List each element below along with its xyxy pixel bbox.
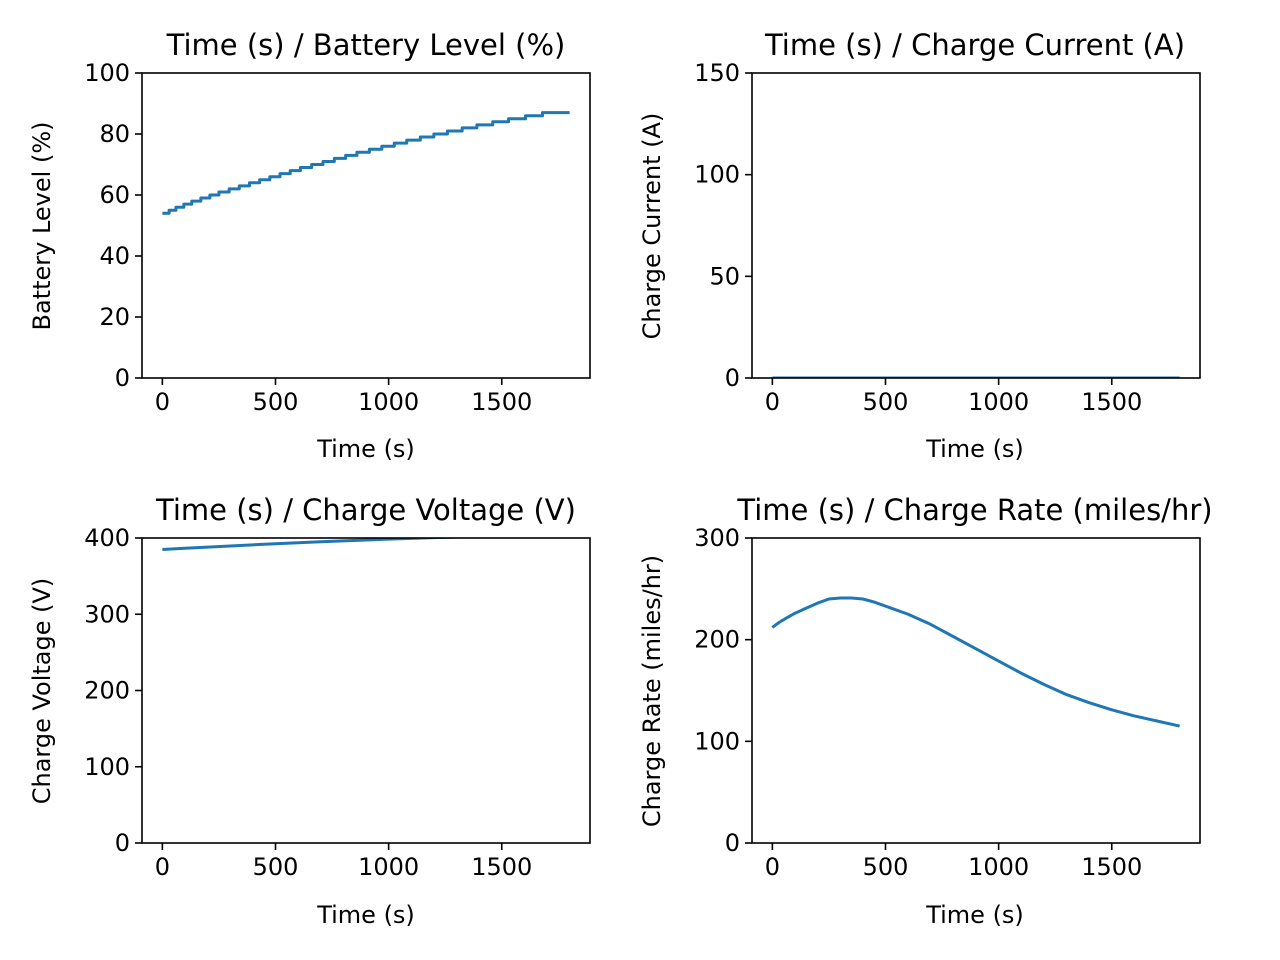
plot-frame: [141, 537, 591, 844]
y-tick-label: 300: [84, 600, 130, 628]
y-tick-label: 80: [99, 120, 130, 148]
x-tick-label: 1000: [358, 388, 419, 416]
chart-title: Time (s) / Charge Voltage (V): [155, 493, 576, 527]
y-axis-label: Charge Rate (miles/hr): [638, 555, 666, 827]
chart-battery-level: Time (s) / Battery Level (%) Time (s) Ba…: [28, 28, 591, 463]
y-tick-label: 100: [694, 727, 740, 755]
y-tick-label: 100: [84, 753, 130, 781]
x-axis-label: Time (s): [316, 435, 415, 463]
y-tick-label: 200: [694, 626, 740, 654]
plot-frame: [751, 72, 1201, 379]
y-tick-label: 400: [84, 524, 130, 552]
chart-charge-rate: Time (s) / Charge Rate (miles/hr) Time (…: [638, 493, 1213, 929]
x-tick-label: 1500: [1081, 853, 1142, 881]
x-tick-label: 1000: [358, 853, 419, 881]
y-tick-label: 50: [709, 262, 740, 290]
y-axis-label: Battery Level (%): [28, 122, 56, 331]
x-axis-label: Time (s): [925, 901, 1024, 929]
x-tick-label: 0: [765, 388, 780, 416]
x-tick-label: 1500: [471, 853, 532, 881]
y-tick-label: 0: [115, 364, 130, 392]
y-axis-label: Charge Current (A): [638, 113, 666, 340]
x-tick-label: 500: [863, 853, 909, 881]
chart-title: Time (s) / Charge Rate (miles/hr): [736, 493, 1212, 527]
y-tick-label: 200: [84, 677, 130, 705]
x-tick-label: 1500: [471, 388, 532, 416]
series-line: [162, 111, 570, 215]
y-tick-label: 20: [99, 303, 130, 331]
chart-title: Time (s) / Charge Current (A): [764, 28, 1185, 62]
x-tick-label: 500: [863, 388, 909, 416]
x-axis-label: Time (s): [925, 435, 1024, 463]
y-tick-label: 40: [99, 242, 130, 270]
y-tick-label: 0: [725, 364, 740, 392]
x-tick-label: 0: [155, 388, 170, 416]
y-tick-label: 60: [99, 181, 130, 209]
x-tick-label: 1000: [968, 388, 1029, 416]
y-tick-label: 100: [84, 59, 130, 87]
chart-title: Time (s) / Battery Level (%): [166, 28, 566, 62]
y-tick-label: 0: [725, 829, 740, 857]
x-tick-label: 0: [155, 853, 170, 881]
y-axis-label: Charge Voltage (V): [28, 578, 56, 805]
x-axis-label: Time (s): [316, 901, 415, 929]
chart-charge-voltage: Time (s) / Charge Voltage (V) Time (s) C…: [28, 493, 591, 929]
x-tick-label: 500: [253, 388, 299, 416]
x-tick-label: 0: [765, 853, 780, 881]
plot-frame: [751, 537, 1201, 844]
plot-frame: [141, 72, 591, 379]
x-tick-label: 500: [253, 853, 299, 881]
series-line: [162, 538, 479, 551]
y-tick-label: 100: [694, 161, 740, 189]
x-tick-label: 1500: [1081, 388, 1142, 416]
y-tick-label: 300: [694, 524, 740, 552]
x-tick-label: 1000: [968, 853, 1029, 881]
y-tick-label: 0: [115, 829, 130, 857]
chart-charge-current: Time (s) / Charge Current (A) Time (s) C…: [638, 28, 1201, 463]
y-tick-label: 150: [694, 59, 740, 87]
series-line: [771, 596, 1180, 728]
